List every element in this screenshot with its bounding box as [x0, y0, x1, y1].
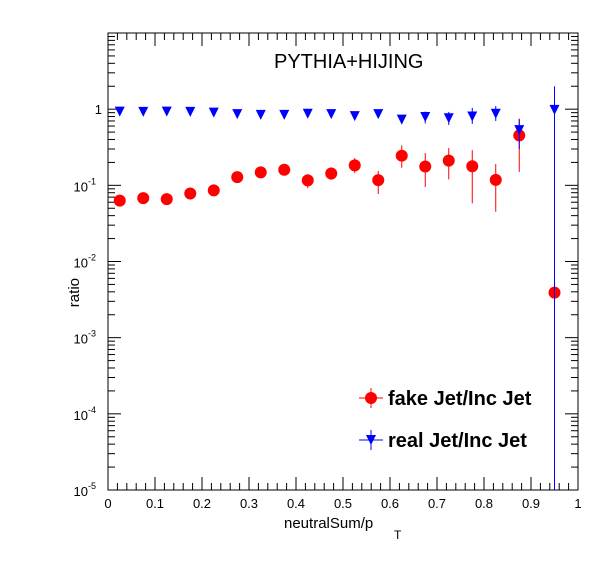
- data-point: [466, 160, 479, 173]
- y-axis-ticks: 10 -510 -410 -310 -210 -11: [74, 32, 578, 499]
- data-point: [208, 107, 219, 118]
- plot-title: PYTHIA+HIJING: [274, 51, 423, 73]
- legend-marker: [366, 435, 376, 445]
- data-point: [514, 125, 525, 136]
- data-point: [489, 173, 502, 186]
- data-point: [443, 113, 454, 124]
- y-tick-label: 10: [74, 484, 88, 499]
- data-point: [549, 104, 560, 115]
- data-point: [160, 193, 173, 206]
- x-tick-label: 0.5: [334, 496, 352, 511]
- x-tick-label: 0.1: [146, 496, 164, 511]
- data-point: [138, 106, 149, 117]
- x-tick-label: 1: [574, 496, 581, 511]
- legend-label: fake Jet/Inc Jet: [388, 388, 532, 410]
- data-point: [325, 167, 338, 180]
- x-tick-label: 0.3: [240, 496, 258, 511]
- data-point: [326, 109, 337, 120]
- data-point: [232, 109, 243, 120]
- x-tick-label: 0.4: [287, 496, 305, 511]
- y-tick-label-exponent: -2: [88, 253, 96, 263]
- x-axis-title-subscript: T: [394, 528, 402, 542]
- data-point: [114, 106, 125, 117]
- data-point: [490, 108, 501, 119]
- data-series: [113, 86, 561, 490]
- data-point: [184, 187, 197, 200]
- data-point: [467, 111, 478, 122]
- y-tick-label-exponent: -3: [88, 329, 96, 339]
- series-real-jet-inc-jet: [114, 86, 560, 490]
- data-point: [231, 171, 244, 184]
- y-tick-label: 10: [74, 256, 88, 271]
- data-point: [419, 160, 432, 173]
- x-tick-label: 0.8: [475, 496, 493, 511]
- data-point: [302, 108, 313, 119]
- x-tick-label: 0: [104, 496, 111, 511]
- y-tick-label-exponent: -4: [88, 405, 96, 415]
- data-point: [373, 109, 384, 120]
- series-fake-jet-inc-jet: [113, 118, 561, 299]
- data-point: [113, 194, 126, 207]
- data-point: [442, 154, 455, 167]
- legend-label: real Jet/Inc Jet: [388, 430, 527, 452]
- data-point: [372, 174, 385, 187]
- data-point: [255, 109, 266, 120]
- data-point: [207, 184, 220, 197]
- data-point: [161, 106, 172, 117]
- data-point: [395, 149, 408, 162]
- data-point: [420, 111, 431, 122]
- data-point: [278, 163, 291, 176]
- data-point: [185, 106, 196, 117]
- x-axis-ticks: 0 0.1 0.2 0.3 0.4 0.5 0.6 0.7 0.8 0.9 1: [104, 33, 582, 511]
- y-tick-label: 10: [74, 408, 88, 423]
- y-tick-label-exponent: -5: [88, 481, 96, 491]
- x-tick-label: 0.7: [428, 496, 446, 511]
- legend-marker: [365, 392, 377, 404]
- data-point: [137, 192, 150, 205]
- y-tick-label: 10: [74, 332, 88, 347]
- x-axis-title: neutralSum/p: [284, 515, 373, 532]
- y-tick-label-exponent: -1: [88, 176, 96, 186]
- y-axis-title: ratio: [66, 278, 83, 307]
- data-point: [396, 114, 407, 125]
- legend: fake Jet/Inc Jet real Jet/Inc Jet: [359, 388, 532, 452]
- data-point: [279, 109, 290, 120]
- data-point: [348, 159, 361, 172]
- x-tick-label: 0.6: [381, 496, 399, 511]
- y-tick-label: 1: [95, 102, 102, 117]
- data-point: [254, 166, 267, 179]
- x-tick-label: 0.9: [522, 496, 540, 511]
- data-point: [301, 174, 314, 187]
- x-tick-label: 0.2: [193, 496, 211, 511]
- data-point: [349, 111, 360, 122]
- y-tick-label: 10: [74, 179, 88, 194]
